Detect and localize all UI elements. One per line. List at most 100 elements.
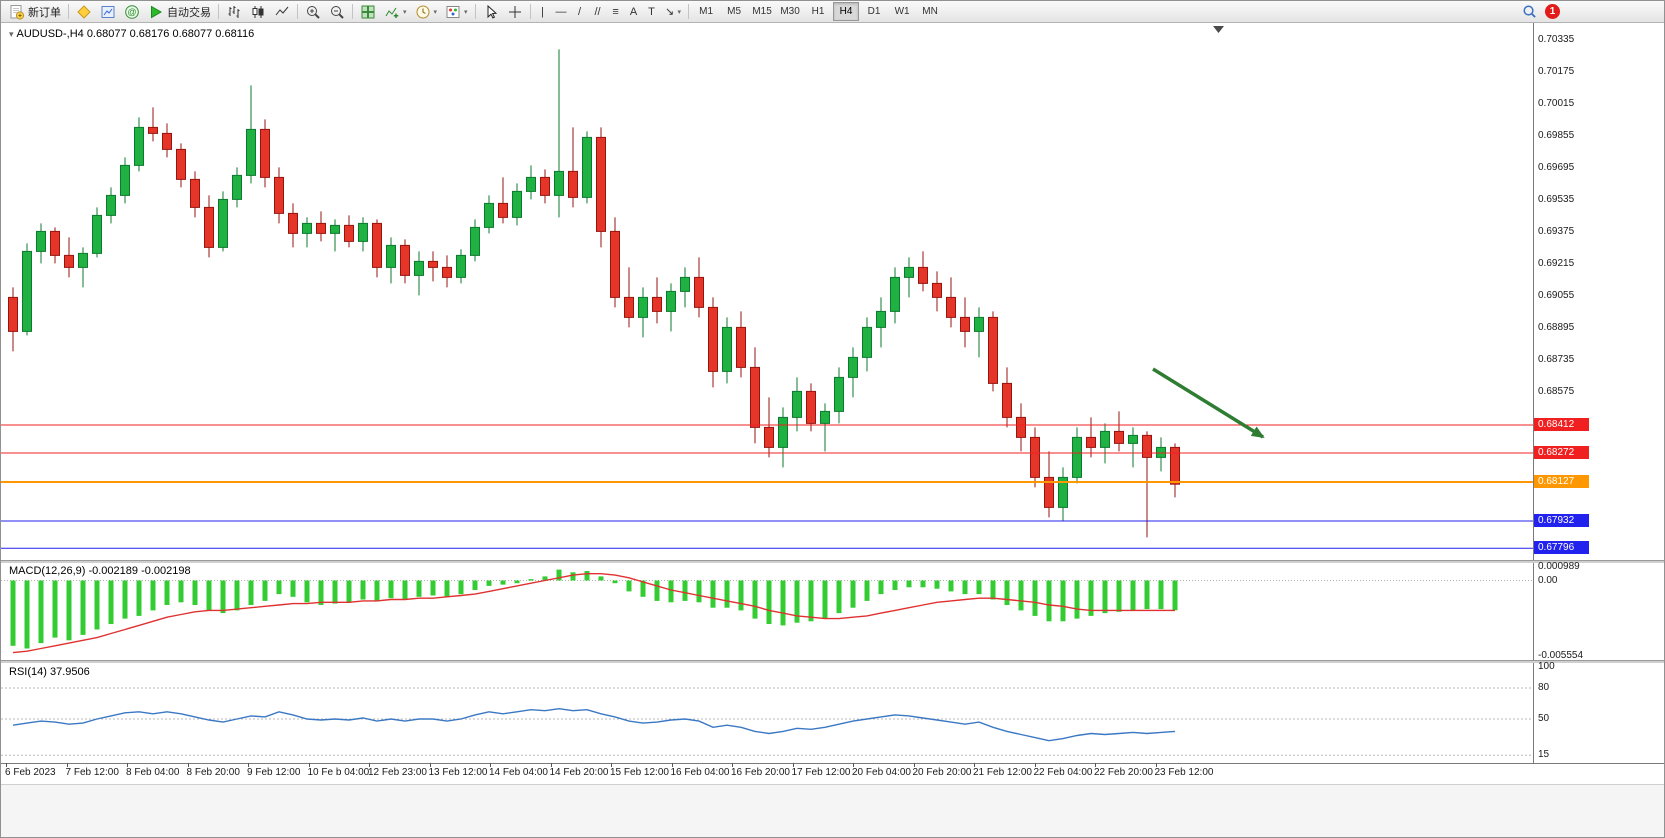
time-axis-tick: [1095, 763, 1096, 767]
line-chart-button[interactable]: [270, 1, 294, 22]
price-chart-canvas[interactable]: [1, 23, 1533, 560]
time-axis-tick: [853, 763, 854, 767]
metaeditor-button[interactable]: [72, 1, 96, 22]
dropdown-arrow-icon: ▾: [464, 8, 468, 16]
time-axis-tick: [66, 763, 68, 767]
arrow-annotation[interactable]: [1152, 367, 1265, 439]
time-axis-label: 21 Feb 12:00: [973, 767, 1032, 778]
toolbar-separator: [529, 4, 531, 19]
fibonacci-button[interactable]: ≡: [607, 1, 625, 22]
time-axis-label: 22 Feb 04:00: [1033, 767, 1093, 778]
price-axis-label: 0.68895: [1538, 322, 1575, 334]
equidistant-channel-button[interactable]: //: [589, 1, 607, 22]
autotrading-button-label: 自动交易: [167, 6, 211, 19]
timeframe-button-m1[interactable]: M1: [699, 6, 714, 17]
macd-signal-line: [12, 572, 1175, 654]
time-axis-label: 23 Feb 12:00: [1154, 767, 1214, 778]
price-axis-label: 0.69055: [1538, 290, 1575, 302]
metaeditor-icon: [76, 4, 92, 20]
search-icon[interactable]: [1522, 4, 1537, 19]
time-axis-tick: [1034, 763, 1036, 767]
chart-shift-marker[interactable]: [1213, 26, 1224, 33]
notification-badge[interactable]: 1: [1545, 4, 1560, 19]
rsi-scale-label: 50: [1538, 713, 1550, 724]
periods-button[interactable]: ▾: [411, 1, 442, 22]
rsi-canvas[interactable]: [1, 663, 1533, 763]
macd-title: MACD(12,26,9) -0.002189 -0.002198: [9, 565, 191, 577]
toolbar-right-group: 1: [1522, 4, 1560, 19]
timeframe-button-m5[interactable]: M5: [727, 6, 742, 17]
autotrading-button[interactable]: 自动交易: [144, 1, 215, 22]
bar-chart-button[interactable]: [222, 1, 246, 22]
templates-button[interactable]: ▾: [441, 1, 472, 22]
price-chart-panel[interactable]: [1, 23, 1533, 560]
time-axis-tick: [550, 763, 552, 767]
macd-scale-label: 0.00: [1538, 574, 1558, 586]
text-button[interactable]: A: [625, 1, 643, 22]
timeframe-button-h4[interactable]: H4: [833, 2, 860, 21]
time-axis-label: 10 Fe b 04:00: [307, 767, 370, 778]
price-level-badge[interactable]: 0.68412: [1534, 418, 1589, 431]
time-axis-tick: [187, 763, 189, 767]
chart-window-button[interactable]: [96, 1, 120, 22]
dropdown-arrow-icon: ▾: [403, 8, 407, 16]
time-axis-label: 9 Feb 12:00: [247, 767, 301, 778]
timeframe-button-h1[interactable]: H1: [811, 6, 825, 17]
timeframe-button-w1[interactable]: W1: [894, 6, 910, 17]
time-axis-label: 7 Feb 12:00: [65, 767, 119, 778]
panel-splitter-rsi[interactable]: [1, 660, 1664, 663]
rsi-scale-label: 80: [1538, 682, 1550, 693]
arrows-button[interactable]: ↘ ▾: [661, 1, 686, 22]
timeframe-button-m15[interactable]: M15: [752, 6, 772, 17]
cursor-icon: [483, 4, 499, 20]
time-axis-tick: [490, 763, 491, 767]
price-level-badge[interactable]: 0.68272: [1534, 446, 1589, 459]
rsi-scale-label: 100: [1538, 661, 1555, 673]
vertical-line-button[interactable]: |: [534, 1, 552, 22]
trendline-button[interactable]: /: [571, 1, 589, 22]
tile-icon: [360, 4, 376, 20]
candlestick-chart-button[interactable]: [246, 1, 270, 22]
indicators-button[interactable]: ▾: [380, 1, 411, 22]
panel-splitter-macd[interactable]: [1, 560, 1664, 563]
price-axis-column[interactable]: [1533, 23, 1664, 764]
timeframe-button-mn[interactable]: MN: [922, 6, 938, 17]
dropdown-arrow-icon: ▾: [677, 8, 682, 16]
timeframe-button-d1[interactable]: D1: [867, 6, 881, 17]
macd-canvas[interactable]: [1, 563, 1533, 660]
text-label-button-glyph: T: [648, 5, 655, 18]
zoom-out-button[interactable]: [325, 1, 349, 22]
chart-title-text: AUDUSD-,H4 0.68077 0.68176 0.68077 0.681…: [16, 28, 255, 40]
mql5-community-button[interactable]: @: [120, 1, 144, 22]
macd-panel[interactable]: [1, 563, 1533, 660]
time-axis-tick: [1155, 763, 1157, 767]
time-axis-label: 6 Feb 2023: [5, 767, 56, 778]
tile-windows-button[interactable]: [356, 1, 380, 22]
trendline-button-glyph: /: [578, 5, 582, 18]
toolbar-buttons: 新订单 @ 自动交易 ▾ ▾ ▾ | — ///≡ A T ↘ ▾: [5, 1, 692, 22]
price-axis-label: 0.70175: [1538, 66, 1575, 78]
autotrading-icon: [148, 4, 164, 20]
one-click-trading-toggle[interactable]: ▾: [9, 29, 14, 39]
timeframe-button-m30[interactable]: M30: [780, 6, 800, 17]
price-level-badge[interactable]: 0.67796: [1534, 541, 1589, 555]
price-level-badge[interactable]: 0.68127: [1534, 475, 1589, 488]
toolbar-separator: [68, 4, 69, 19]
rsi-panel[interactable]: [1, 663, 1533, 763]
price-level-badge[interactable]: 0.67932: [1534, 514, 1589, 527]
time-axis[interactable]: [1, 764, 1664, 784]
toolbar-separator: [352, 4, 353, 19]
zoom-out-icon: [329, 4, 345, 20]
price-axis-label: 0.69695: [1538, 162, 1575, 174]
horizontal-line-button-glyph: —: [555, 5, 567, 18]
text-label-button[interactable]: T: [643, 1, 661, 22]
horizontal-line-button[interactable]: —: [552, 1, 571, 22]
crosshair-button[interactable]: [503, 1, 527, 22]
time-axis-label: 14 Feb 04:00: [489, 767, 548, 778]
new-order-button[interactable]: 新订单: [5, 1, 65, 22]
zoom-in-button[interactable]: [301, 1, 325, 22]
macd-scale-label: -0.005554: [1538, 650, 1584, 661]
time-axis-label: 8 Feb 04:00: [126, 767, 180, 778]
equidistant-channel-button-glyph: //: [594, 5, 601, 18]
cursor-button[interactable]: [479, 1, 503, 22]
